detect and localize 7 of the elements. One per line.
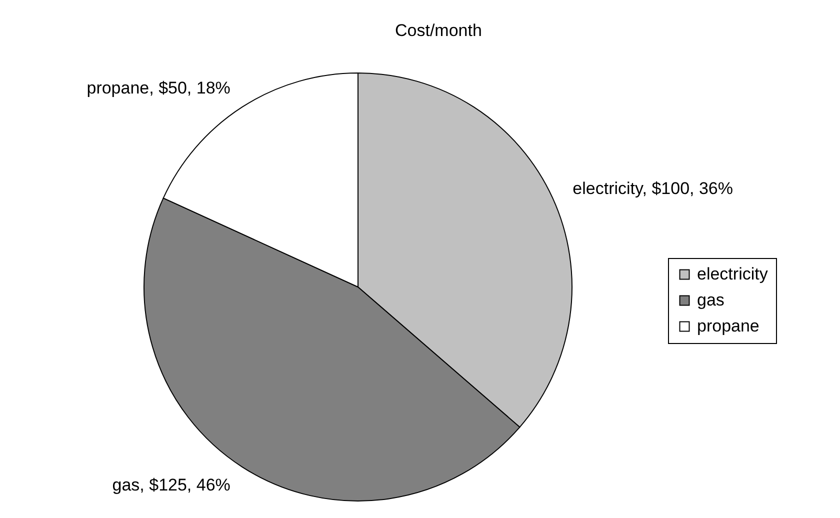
legend-label: gas [697, 290, 724, 310]
data-label: electricity, $100, 36% [572, 178, 733, 198]
chart-title: Cost/month [395, 21, 482, 40]
data-label: gas, $125, 46% [112, 476, 230, 495]
data-label: propane, $50, 18% [86, 78, 230, 98]
legend-label: electricity [697, 264, 768, 284]
legend-label: propane [697, 316, 760, 336]
